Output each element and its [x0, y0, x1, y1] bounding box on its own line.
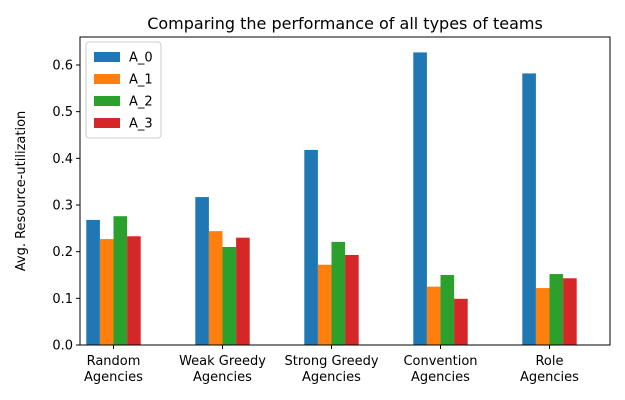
- x-tick-label: Strong Greedy: [284, 354, 378, 369]
- x-tick-label: Role: [535, 354, 563, 369]
- bar-a-0-cat-3: [413, 52, 427, 346]
- x-tick-label: Agencies: [520, 370, 579, 385]
- x-tick-label: Agencies: [302, 370, 361, 385]
- legend-label-a-0: A_0: [129, 51, 153, 66]
- x-tick-label: Agencies: [411, 370, 470, 385]
- legend-swatch-a-1: [94, 74, 120, 84]
- bar-a-3-cat-4: [563, 278, 577, 345]
- y-tick-label: 0.3: [52, 199, 73, 214]
- legend-swatch-a-3: [94, 118, 120, 128]
- bar-a-0-cat-0: [86, 219, 100, 345]
- legend-label-a-3: A_3: [129, 117, 153, 132]
- x-tick-label: Agencies: [84, 370, 143, 385]
- x-tick-label: Agencies: [193, 370, 252, 385]
- bar-a-1-cat-3: [426, 286, 441, 345]
- bar-a-2-cat-0: [113, 216, 128, 345]
- bar-a-2-cat-1: [222, 247, 237, 345]
- bar-a-3-cat-3: [454, 298, 468, 345]
- legend-swatch-a-0: [94, 52, 120, 62]
- bar-a-3-cat-2: [345, 254, 359, 345]
- y-axis-label: Avg. Resource-utilization: [14, 111, 29, 272]
- bar-a-1-cat-0: [99, 239, 114, 345]
- bar-a-0-cat-4: [522, 73, 536, 346]
- x-tick-label: Random: [87, 354, 141, 369]
- y-tick-label: 0.6: [52, 59, 73, 74]
- legend-label-a-1: A_1: [129, 73, 153, 88]
- bar-a-0-cat-1: [195, 197, 209, 345]
- bar-a-1-cat-1: [208, 231, 223, 345]
- y-tick-label: 0.5: [52, 105, 73, 120]
- bar-a-1-cat-2: [317, 264, 332, 345]
- bar-a-3-cat-0: [127, 236, 141, 345]
- legend-swatch-a-2: [94, 96, 120, 106]
- y-tick-label: 0.0: [52, 339, 73, 354]
- y-tick-label: 0.1: [52, 292, 73, 307]
- bar-a-3-cat-1: [236, 237, 250, 345]
- legend-box: [85, 41, 162, 139]
- y-tick-label: 0.2: [52, 245, 73, 260]
- y-tick-label: 0.4: [52, 152, 73, 167]
- bar-a-2-cat-4: [549, 274, 564, 345]
- x-tick-label: Weak Greedy: [179, 354, 266, 369]
- bar-a-2-cat-2: [331, 241, 346, 345]
- bar-a-2-cat-3: [440, 275, 455, 345]
- axes-frame: [79, 36, 611, 346]
- legend-label-a-2: A_2: [129, 95, 153, 110]
- x-tick-label: Convention: [403, 354, 477, 369]
- bar-a-0-cat-2: [304, 149, 318, 345]
- chart-title: Comparing the performance of all types o…: [147, 14, 543, 33]
- bar-a-1-cat-4: [535, 288, 550, 345]
- plot-area: 0.00.10.20.30.40.50.6RandomAgenciesWeak …: [52, 36, 611, 385]
